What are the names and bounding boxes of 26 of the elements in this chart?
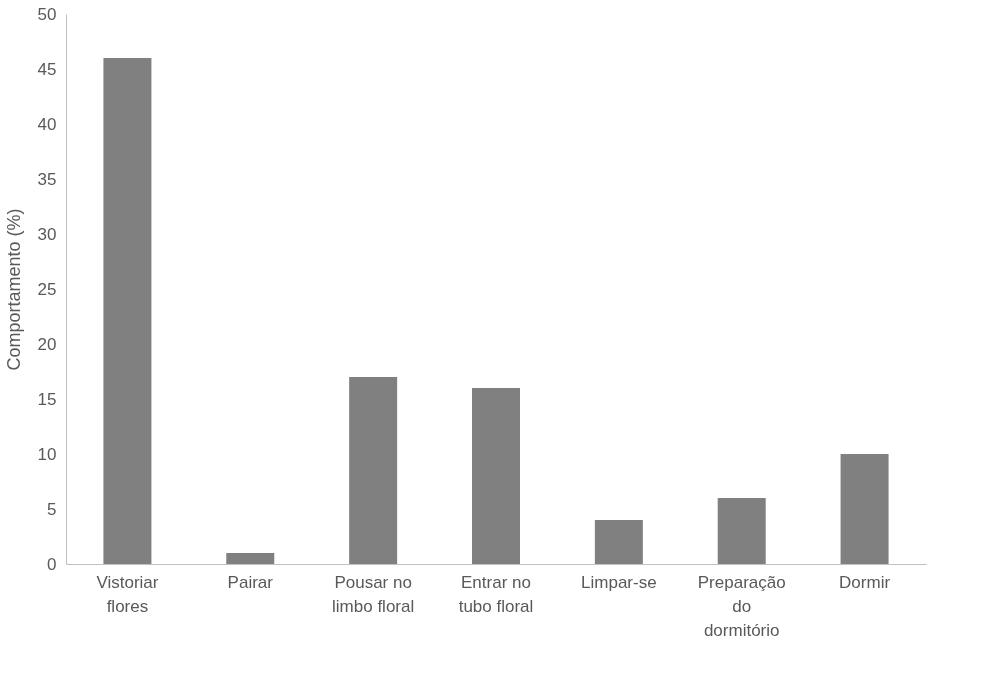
y-tick-label: 10 <box>37 444 57 464</box>
y-axis-title: Comportamento (%) <box>3 208 24 371</box>
bar <box>103 58 152 564</box>
x-tick-label: Preparação do dormitório <box>697 572 786 640</box>
bar <box>226 553 275 564</box>
y-tick-label: 45 <box>37 59 57 79</box>
y-tick-label: 20 <box>37 334 57 354</box>
bar <box>472 388 520 564</box>
x-tick-label: Pousar no limbo floral <box>332 572 415 616</box>
x-tick-label: Vistoriar flores <box>96 572 159 616</box>
y-tick-label: 0 <box>47 554 57 574</box>
y-tick-label: 40 <box>37 114 57 134</box>
x-tick-label: Pairar <box>227 572 274 592</box>
bar <box>717 498 766 564</box>
y-tick-label: 15 <box>37 389 57 409</box>
y-tick-label: 50 <box>37 4 57 24</box>
bar <box>594 520 643 564</box>
y-tick-label: 30 <box>37 224 57 244</box>
x-tick-label: Dormir <box>839 572 891 592</box>
bar <box>840 454 889 564</box>
y-tick-label: 25 <box>37 279 57 299</box>
y-tick-label: 35 <box>37 169 57 189</box>
x-tick-label: Entrar no tubo floral <box>458 572 534 616</box>
bar <box>349 377 398 564</box>
x-tick-label: Limpar-se <box>581 572 657 592</box>
y-tick-label: 5 <box>47 499 57 519</box>
